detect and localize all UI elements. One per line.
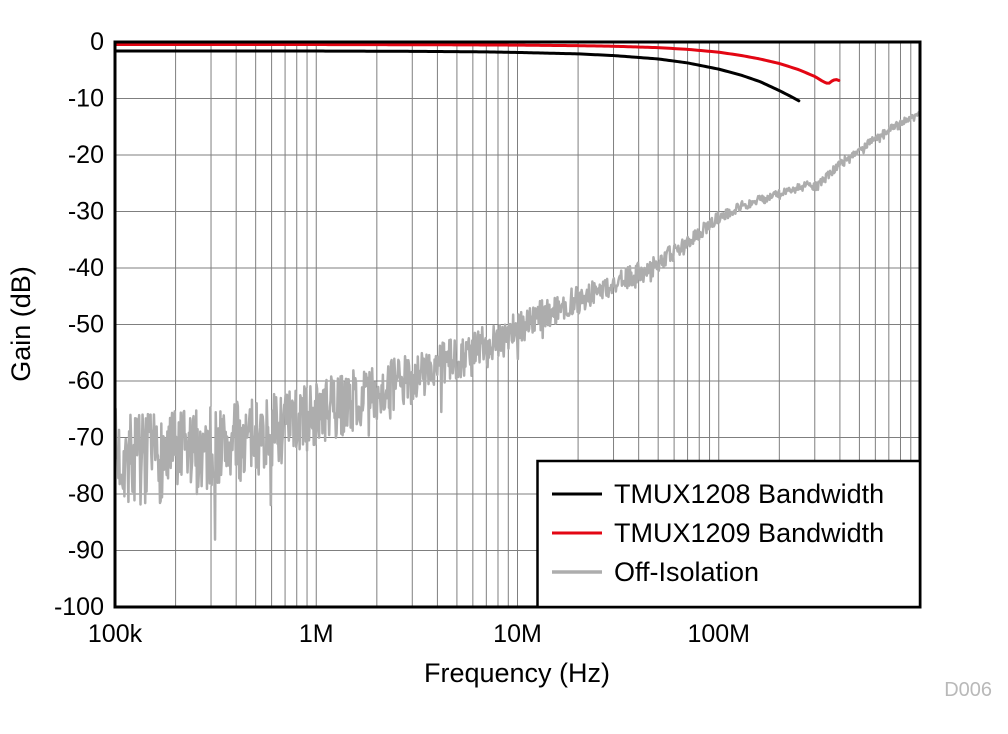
series-path-0 <box>115 49 801 103</box>
legend-item-off-isolation: Off-Isolation <box>552 557 759 587</box>
x-axis-title: Frequency (Hz) <box>424 658 610 688</box>
y-tick-label: -40 <box>68 254 104 282</box>
x-tick-labels: 100k 1M 10M 100M <box>88 620 750 648</box>
y-tick-label: -50 <box>68 311 104 339</box>
legend-item-tmux1208: TMUX1208 Bandwidth <box>552 479 884 509</box>
series-path-1 <box>115 43 841 85</box>
legend-item-tmux1209: TMUX1209 Bandwidth <box>552 518 884 548</box>
y-tick-label: -100 <box>54 593 104 621</box>
data-curves <box>115 43 920 541</box>
y-tick-label: -10 <box>68 85 104 113</box>
y-tick-label: 0 <box>90 28 104 56</box>
x-tick-label: 10M <box>493 620 542 648</box>
legend-label-tmux1208: TMUX1208 Bandwidth <box>614 479 884 509</box>
y-tick-labels: 0 -10 -20 -30 -40 -50 -60 -70 -80 -90 -100 <box>54 28 104 621</box>
figure-id: D006 <box>944 679 992 701</box>
y-tick-label: -70 <box>68 424 104 452</box>
y-tick-label: -80 <box>68 480 104 508</box>
plot-border <box>113 40 922 609</box>
y-tick-label: -20 <box>68 141 104 169</box>
y-tick-label: -30 <box>68 198 104 226</box>
y-tick-label: -90 <box>68 537 104 565</box>
y-axis-title: Gain (dB) <box>6 266 36 382</box>
y-tick-label: -60 <box>68 367 104 395</box>
x-tick-label: 100k <box>88 620 143 648</box>
legend-label-tmux1209: TMUX1209 Bandwidth <box>614 518 884 548</box>
legend: TMUX1208 Bandwidth TMUX1209 Bandwidth Of… <box>536 459 922 609</box>
legend-label-off-isolation: Off-Isolation <box>614 557 759 587</box>
series-path-2 <box>115 110 920 541</box>
x-tick-label: 1M <box>299 620 334 648</box>
x-tick-label: 100M <box>687 620 750 648</box>
